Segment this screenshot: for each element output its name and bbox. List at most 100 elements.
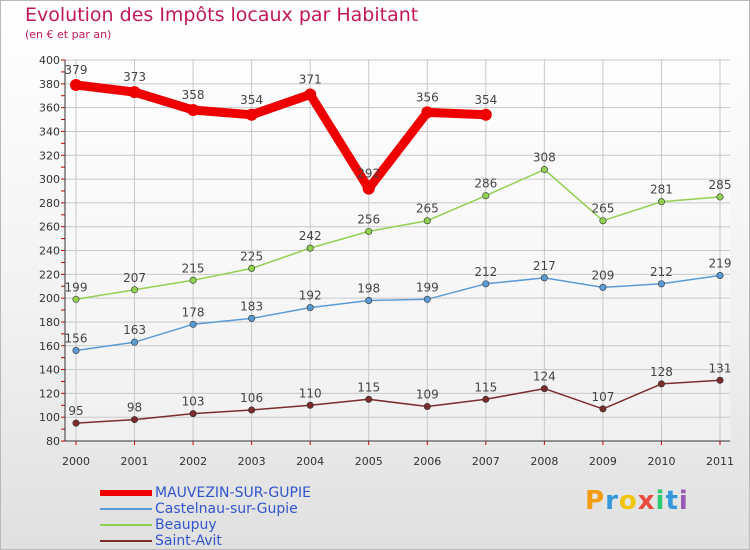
y-tick-label: 80: [46, 435, 60, 448]
data-label: 199: [416, 280, 439, 294]
y-tick-label: 120: [39, 387, 60, 400]
data-label: 109: [416, 387, 439, 401]
data-label: 183: [240, 299, 263, 313]
data-point: [716, 376, 724, 384]
y-tick-label: 200: [39, 292, 60, 305]
data-point: [365, 395, 373, 403]
y-tick-label: 220: [39, 268, 60, 281]
legend-swatch: [100, 540, 152, 542]
x-tick-label: 2003: [238, 455, 266, 468]
data-label: 178: [182, 305, 205, 319]
data-label: 212: [474, 265, 497, 279]
data-point: [716, 193, 724, 201]
data-point: [599, 217, 607, 225]
logo-letter: x: [637, 486, 656, 516]
series-line-1: [75, 274, 721, 352]
x-tick-label: 2004: [296, 455, 324, 468]
y-tick-label: 160: [39, 340, 60, 353]
data-point: [189, 320, 197, 328]
logo-letter: i: [655, 486, 666, 516]
x-tick-label: 2009: [589, 455, 617, 468]
data-label: 265: [591, 202, 614, 216]
y-tick-label: 100: [39, 411, 60, 424]
data-label: 103: [182, 395, 205, 409]
series-line-2: [75, 168, 721, 301]
data-point: [482, 395, 490, 403]
data-point: [304, 88, 317, 101]
data-point: [189, 276, 197, 284]
data-point: [423, 402, 431, 410]
data-label: 256: [357, 212, 380, 226]
data-label: 207: [123, 271, 146, 285]
data-label: 281: [650, 183, 673, 197]
y-tick-label: 280: [39, 197, 60, 210]
x-tick-label: 2005: [355, 455, 383, 468]
data-label: 110: [299, 386, 322, 400]
data-point: [540, 385, 548, 393]
y-tick-label: 140: [39, 364, 60, 377]
data-point: [423, 295, 431, 303]
series-line-3: [75, 379, 721, 424]
data-point: [716, 272, 724, 280]
data-label: 95: [68, 404, 83, 418]
y-tick-label: 380: [39, 78, 60, 91]
y-tick-label: 320: [39, 149, 60, 162]
data-point: [482, 280, 490, 288]
data-point: [187, 104, 200, 117]
data-point: [72, 295, 80, 303]
data-label: 107: [591, 390, 614, 404]
data-label: 354: [240, 93, 263, 107]
data-label: 115: [357, 380, 380, 394]
data-label: 124: [533, 370, 556, 384]
data-point: [306, 401, 314, 409]
data-label: 192: [299, 289, 322, 303]
logo-letter: t: [665, 486, 679, 516]
y-tick-label: 260: [39, 221, 60, 234]
logo-letter: r: [605, 486, 619, 516]
data-label: 379: [65, 63, 88, 77]
data-point: [423, 217, 431, 225]
proxiti-logo: Proxiti: [585, 486, 689, 516]
data-label: 292: [357, 167, 380, 181]
data-label: 198: [357, 282, 380, 296]
data-point: [128, 86, 141, 99]
data-point: [72, 419, 80, 427]
x-tick-label: 2007: [472, 455, 500, 468]
data-point: [657, 198, 665, 206]
data-point: [657, 380, 665, 388]
data-point: [540, 166, 548, 174]
data-point: [248, 314, 256, 322]
data-label: 131: [709, 361, 732, 375]
data-point: [248, 264, 256, 272]
x-tick-label: 2001: [121, 455, 149, 468]
legend-label: MAUVEZIN-SUR-GUPIE: [155, 485, 311, 501]
data-label: 98: [127, 401, 142, 415]
data-point: [421, 106, 434, 119]
data-label: 371: [299, 73, 322, 87]
data-label: 225: [240, 249, 263, 263]
series-line-0: [71, 80, 491, 194]
data-label: 356: [416, 90, 439, 104]
x-tick-label: 2002: [179, 455, 207, 468]
data-label: 199: [65, 280, 88, 294]
data-point: [72, 347, 80, 355]
data-label: 285: [709, 178, 732, 192]
data-point: [599, 405, 607, 413]
data-point: [245, 108, 258, 121]
logo-letter: P: [585, 486, 606, 516]
logo-letter: i: [678, 486, 689, 516]
legend-label: Castelnau-sur-Gupie: [155, 501, 298, 517]
data-label: 217: [533, 259, 556, 273]
data-label: 128: [650, 365, 673, 379]
data-point: [131, 286, 139, 294]
data-label: 219: [709, 257, 732, 271]
data-point: [362, 182, 375, 195]
data-point: [131, 338, 139, 346]
data-point: [657, 280, 665, 288]
data-point: [599, 283, 607, 291]
data-label: 215: [182, 261, 205, 275]
data-point: [365, 297, 373, 305]
legend-label: Saint-Avit: [155, 533, 222, 549]
x-tick-label: 2008: [530, 455, 558, 468]
data-label: 354: [474, 93, 497, 107]
